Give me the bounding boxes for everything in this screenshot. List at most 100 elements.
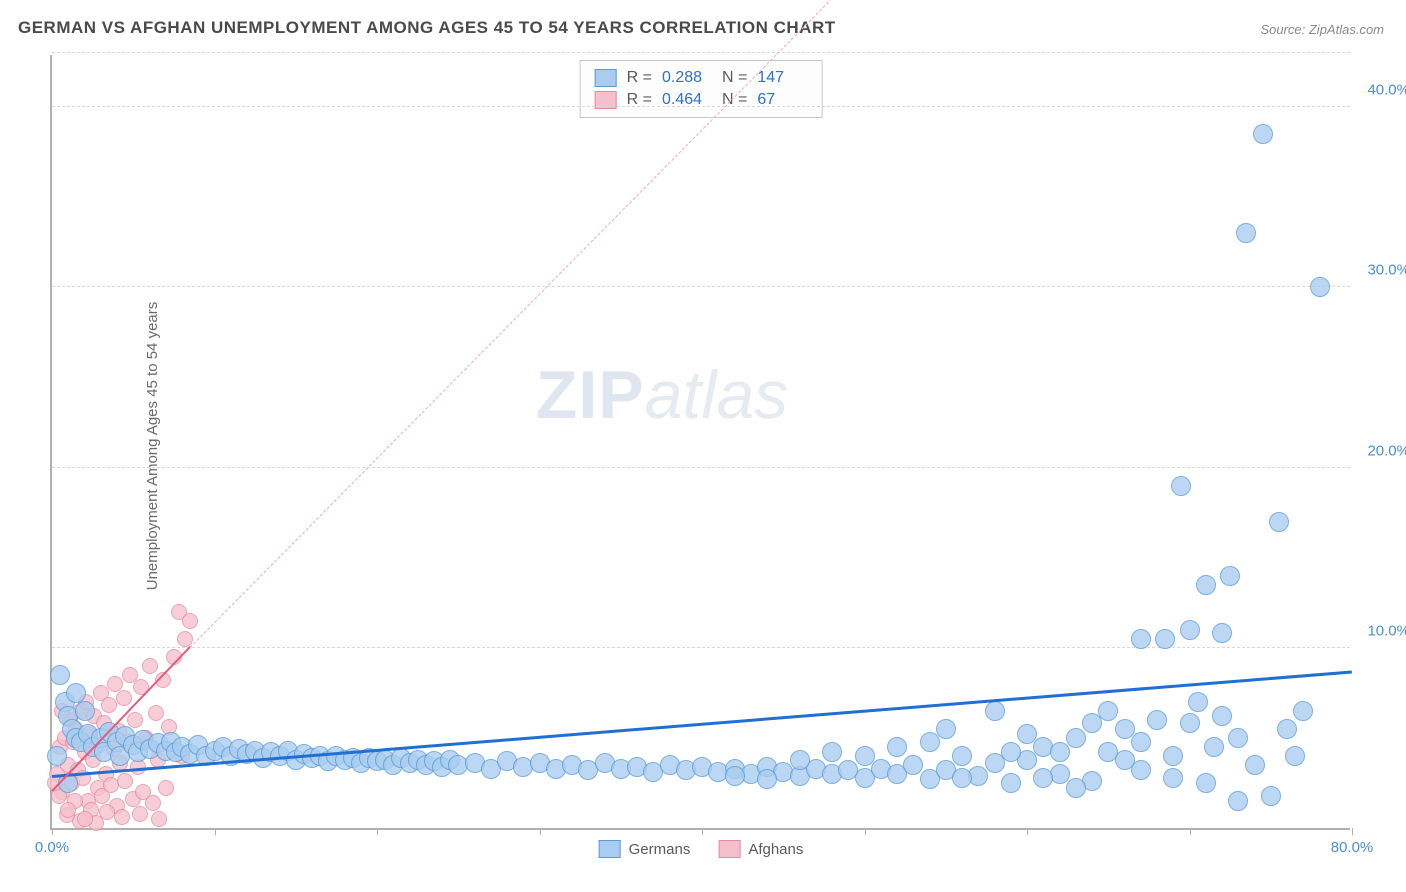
data-point-german — [1033, 768, 1053, 788]
data-point-german — [75, 701, 95, 721]
y-tick-label: 20.0% — [1367, 442, 1406, 459]
data-point-german — [1269, 512, 1289, 532]
y-tick-label: 10.0% — [1367, 622, 1406, 639]
data-point-german — [822, 742, 842, 762]
data-point-afghan — [60, 802, 76, 818]
data-point-german — [1163, 768, 1183, 788]
data-point-german — [1204, 737, 1224, 757]
legend-series-label: Afghans — [748, 841, 803, 858]
chart-title: GERMAN VS AFGHAN UNEMPLOYMENT AMONG AGES… — [18, 18, 836, 38]
data-point-german — [1066, 778, 1086, 798]
data-point-german — [1050, 742, 1070, 762]
legend-correlation: R =0.288N =147R =0.464N = 67 — [580, 60, 823, 118]
data-point-german — [1115, 750, 1135, 770]
gridline — [52, 647, 1350, 648]
data-point-german — [1228, 791, 1248, 811]
data-point-german — [1277, 719, 1297, 739]
data-point-german — [1001, 773, 1021, 793]
data-point-german — [1180, 620, 1200, 640]
data-point-german — [1310, 277, 1330, 297]
watermark-zip: ZIP — [536, 357, 645, 433]
data-point-german — [920, 732, 940, 752]
data-point-german — [47, 746, 67, 766]
data-point-german — [1188, 692, 1208, 712]
data-point-german — [952, 768, 972, 788]
data-point-german — [1155, 629, 1175, 649]
x-tick — [377, 828, 378, 835]
data-point-german — [903, 755, 923, 775]
data-point-afghan — [182, 613, 198, 629]
data-point-afghan — [132, 806, 148, 822]
plot-area: ZIPatlas R =0.288N =147R =0.464N = 67 Ge… — [50, 55, 1350, 830]
legend-r-label: R = — [627, 69, 652, 87]
x-tick — [52, 828, 53, 835]
data-point-german — [952, 746, 972, 766]
data-point-german — [1261, 786, 1281, 806]
y-tick-label: 40.0% — [1367, 82, 1406, 99]
x-tick — [1352, 828, 1353, 835]
data-point-german — [1131, 760, 1151, 780]
data-point-german — [1253, 124, 1273, 144]
data-point-german — [1293, 701, 1313, 721]
watermark-atlas: atlas — [645, 357, 789, 433]
data-point-afghan — [151, 811, 167, 827]
data-point-afghan — [116, 690, 132, 706]
data-point-afghan — [127, 712, 143, 728]
data-point-afghan — [158, 780, 174, 796]
data-point-afghan — [117, 773, 133, 789]
data-point-german — [855, 746, 875, 766]
legend-n-value: 147 — [757, 69, 807, 87]
legend-swatch — [718, 840, 740, 858]
legend-series-item: Afghans — [718, 840, 803, 858]
data-point-german — [1228, 728, 1248, 748]
data-point-german — [1212, 706, 1232, 726]
x-tick — [540, 828, 541, 835]
legend-series: Germans Afghans — [599, 840, 804, 858]
data-point-german — [1285, 746, 1305, 766]
data-point-afghan — [103, 777, 119, 793]
data-point-german — [1171, 476, 1191, 496]
x-tick — [865, 828, 866, 835]
data-point-german — [1196, 575, 1216, 595]
legend-correlation-row: R =0.464N = 67 — [595, 89, 808, 111]
data-point-afghan — [148, 705, 164, 721]
y-tick-label: 30.0% — [1367, 262, 1406, 279]
data-point-german — [1001, 742, 1021, 762]
x-tick-label: 80.0% — [1331, 839, 1374, 856]
legend-correlation-row: R =0.288N =147 — [595, 67, 808, 89]
x-tick — [1027, 828, 1028, 835]
legend-r-value: 0.288 — [662, 69, 712, 87]
gridline — [52, 52, 1350, 53]
data-point-german — [985, 701, 1005, 721]
data-point-german — [1098, 701, 1118, 721]
legend-swatch — [599, 840, 621, 858]
data-point-german — [1180, 713, 1200, 733]
data-point-german — [50, 665, 70, 685]
data-point-german — [1082, 713, 1102, 733]
data-point-afghan — [77, 811, 93, 827]
data-point-german — [887, 737, 907, 757]
data-point-german — [1220, 566, 1240, 586]
gridline — [52, 106, 1350, 107]
data-point-german — [790, 750, 810, 770]
legend-series-item: Germans — [599, 840, 691, 858]
source-attribution: Source: ZipAtlas.com — [1260, 22, 1384, 37]
x-tick — [215, 828, 216, 835]
data-point-german — [725, 766, 745, 786]
data-point-german — [1147, 710, 1167, 730]
legend-series-label: Germans — [629, 841, 691, 858]
data-point-afghan — [114, 809, 130, 825]
data-point-german — [1131, 629, 1151, 649]
gridline — [52, 286, 1350, 287]
data-point-german — [1196, 773, 1216, 793]
x-tick — [1190, 828, 1191, 835]
data-point-german — [1131, 732, 1151, 752]
watermark: ZIPatlas — [536, 356, 788, 434]
data-point-afghan — [101, 697, 117, 713]
data-point-german — [1212, 623, 1232, 643]
data-point-german — [936, 719, 956, 739]
data-point-german — [1066, 728, 1086, 748]
data-point-afghan — [142, 658, 158, 674]
data-point-german — [1017, 724, 1037, 744]
gridline — [52, 467, 1350, 468]
